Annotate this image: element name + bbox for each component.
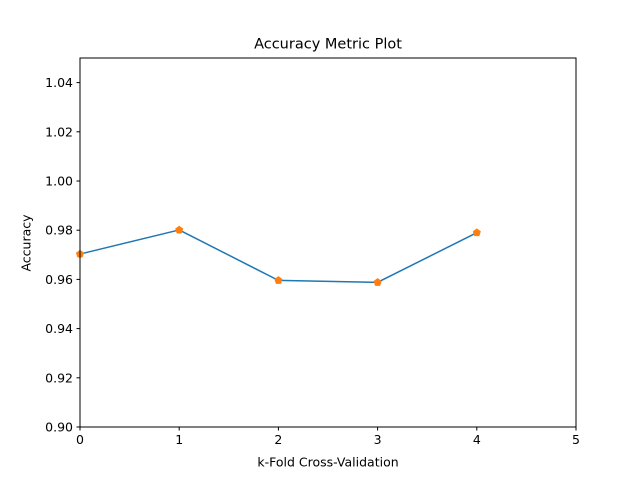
data-point-marker xyxy=(274,276,283,284)
y-tick-label: 0.92 xyxy=(45,370,73,385)
plot-area-frame xyxy=(79,57,577,428)
x-tick-label: 2 xyxy=(274,432,282,447)
y-axis-ticks: 0.90 0.92 0.94 0.96 0.98 1.00 1.02 1.04 xyxy=(45,75,80,435)
x-tick-label: 1 xyxy=(175,432,183,447)
y-tick-label: 1.04 xyxy=(45,75,73,90)
x-axis-ticks: 0 1 2 3 4 5 xyxy=(76,427,580,447)
y-tick-label: 0.98 xyxy=(45,223,73,238)
x-tick-label: 4 xyxy=(473,432,481,447)
x-tick-label: 0 xyxy=(76,432,84,447)
x-tick-label: 3 xyxy=(374,432,382,447)
y-tick-label: 1.02 xyxy=(45,124,73,139)
y-tick-label: 0.96 xyxy=(45,272,73,287)
x-tick-label: 5 xyxy=(572,432,580,447)
y-axis-label: Accuracy xyxy=(19,214,34,272)
y-tick-label: 0.90 xyxy=(45,420,73,435)
y-tick-label: 0.94 xyxy=(45,321,73,336)
data-point-marker xyxy=(472,228,481,237)
data-point-marker xyxy=(373,278,382,286)
x-axis-label: k-Fold Cross-Validation xyxy=(257,455,398,470)
data-point-marker xyxy=(175,225,184,234)
chart-title: Accuracy Metric Plot xyxy=(254,37,402,53)
y-tick-label: 1.00 xyxy=(45,174,73,189)
